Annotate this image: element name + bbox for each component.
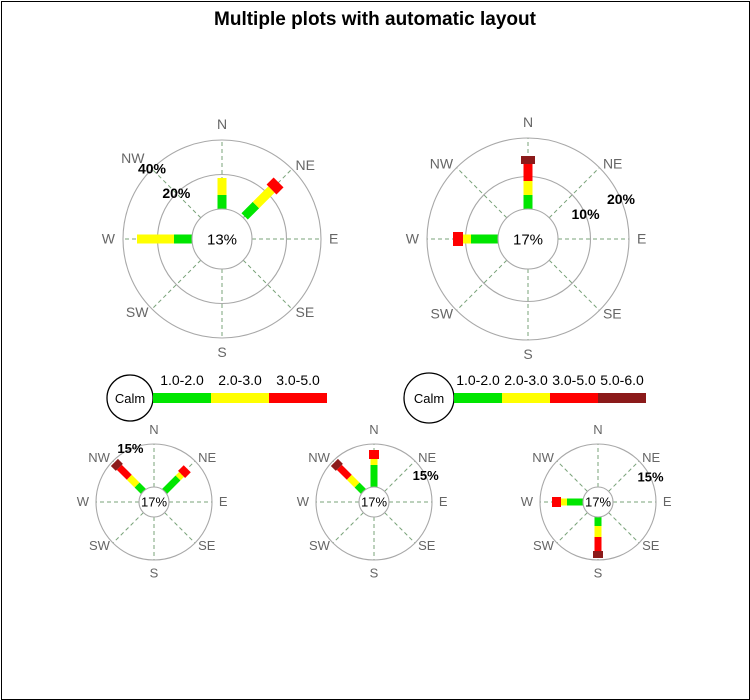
svg-text:NE: NE bbox=[198, 450, 216, 465]
svg-text:Calm: Calm bbox=[115, 391, 145, 406]
svg-text:1.0-2.0: 1.0-2.0 bbox=[160, 372, 204, 388]
svg-text:NW: NW bbox=[430, 156, 454, 172]
svg-text:SW: SW bbox=[309, 538, 331, 553]
svg-text:N: N bbox=[593, 422, 602, 437]
svg-text:1.0-2.0: 1.0-2.0 bbox=[456, 372, 500, 388]
svg-text:17%: 17% bbox=[141, 495, 167, 510]
svg-text:S: S bbox=[370, 565, 379, 580]
svg-text:W: W bbox=[406, 230, 420, 246]
svg-text:SW: SW bbox=[533, 538, 555, 553]
svg-text:N: N bbox=[369, 422, 378, 437]
svg-text:NE: NE bbox=[642, 450, 660, 465]
svg-text:2.0-3.0: 2.0-3.0 bbox=[504, 372, 548, 388]
svg-text:S: S bbox=[523, 346, 532, 362]
svg-text:10%: 10% bbox=[572, 206, 601, 222]
svg-text:NE: NE bbox=[603, 156, 622, 172]
svg-text:3.0-5.0: 3.0-5.0 bbox=[276, 372, 320, 388]
svg-text:W: W bbox=[77, 494, 90, 509]
svg-text:13%: 13% bbox=[207, 231, 237, 248]
svg-text:NE: NE bbox=[296, 157, 315, 173]
svg-text:S: S bbox=[217, 344, 226, 360]
svg-text:E: E bbox=[663, 494, 672, 509]
svg-text:SE: SE bbox=[642, 538, 660, 553]
svg-text:15%: 15% bbox=[638, 470, 664, 485]
svg-text:NW: NW bbox=[88, 450, 110, 465]
svg-text:3.0-5.0: 3.0-5.0 bbox=[552, 372, 596, 388]
svg-text:SE: SE bbox=[296, 304, 315, 320]
svg-text:20%: 20% bbox=[162, 185, 191, 201]
svg-text:E: E bbox=[329, 230, 338, 246]
svg-text:40%: 40% bbox=[138, 160, 167, 176]
svg-text:W: W bbox=[297, 494, 310, 509]
svg-text:E: E bbox=[439, 494, 448, 509]
svg-text:20%: 20% bbox=[607, 191, 636, 207]
svg-text:5.0-6.0: 5.0-6.0 bbox=[600, 372, 644, 388]
svg-text:NW: NW bbox=[532, 450, 554, 465]
svg-text:17%: 17% bbox=[513, 231, 543, 248]
svg-text:S: S bbox=[150, 565, 159, 580]
svg-text:N: N bbox=[149, 422, 158, 437]
svg-text:17%: 17% bbox=[585, 495, 611, 510]
svg-text:Calm: Calm bbox=[414, 391, 444, 406]
svg-text:NW: NW bbox=[308, 450, 330, 465]
svg-text:SW: SW bbox=[89, 538, 111, 553]
svg-text:SE: SE bbox=[603, 305, 622, 321]
svg-text:W: W bbox=[102, 230, 116, 246]
svg-text:W: W bbox=[521, 494, 534, 509]
svg-text:15%: 15% bbox=[117, 441, 143, 456]
svg-text:SE: SE bbox=[418, 538, 436, 553]
svg-text:17%: 17% bbox=[361, 495, 387, 510]
svg-text:E: E bbox=[637, 230, 646, 246]
svg-text:E: E bbox=[219, 494, 228, 509]
svg-text:SE: SE bbox=[198, 538, 216, 553]
svg-text:SW: SW bbox=[126, 304, 149, 320]
svg-text:N: N bbox=[217, 116, 227, 132]
svg-text:N: N bbox=[523, 114, 533, 130]
svg-text:15%: 15% bbox=[413, 468, 439, 483]
svg-text:S: S bbox=[594, 565, 603, 580]
svg-text:NE: NE bbox=[418, 450, 436, 465]
svg-text:2.0-3.0: 2.0-3.0 bbox=[218, 372, 262, 388]
svg-text:SW: SW bbox=[430, 305, 453, 321]
